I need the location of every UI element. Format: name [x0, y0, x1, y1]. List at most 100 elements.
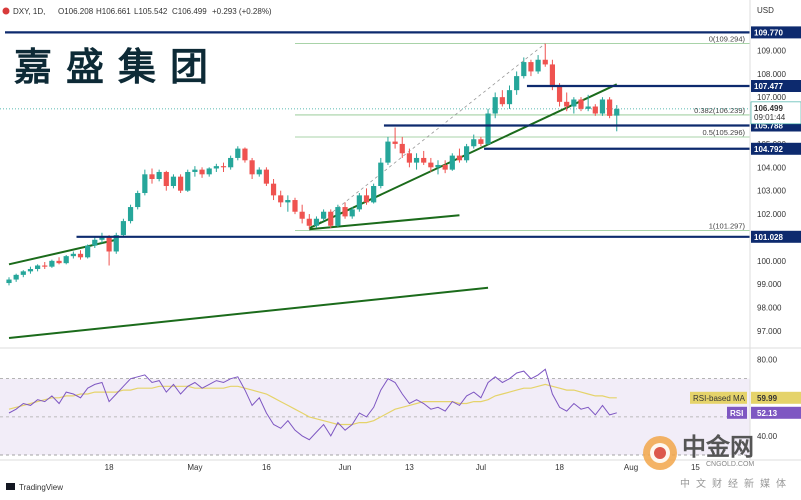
- time-axis-layer: 18 May 16 Jun 13 Jul 18 Aug 15: [105, 463, 701, 472]
- candle-body[interactable]: [607, 99, 613, 116]
- candle-body[interactable]: [20, 271, 26, 275]
- candle-body[interactable]: [528, 62, 534, 72]
- candle-body[interactable]: [542, 59, 548, 65]
- candle-body[interactable]: [135, 193, 141, 208]
- candle-body[interactable]: [63, 256, 69, 264]
- candle-body[interactable]: [342, 207, 348, 217]
- tradingview-logo-icon: [6, 483, 15, 490]
- candle-body[interactable]: [142, 174, 148, 194]
- candle-body[interactable]: [449, 155, 455, 170]
- level-price-tag-label: 107.477: [754, 82, 783, 91]
- candle-body[interactable]: [299, 211, 305, 219]
- candle-body[interactable]: [592, 106, 598, 114]
- time-tick-label: 16: [262, 463, 271, 472]
- candle-body[interactable]: [556, 85, 563, 102]
- candle-body[interactable]: [399, 143, 405, 154]
- candle-body[interactable]: [428, 162, 434, 168]
- candle-body[interactable]: [13, 274, 19, 280]
- candle-body[interactable]: [306, 218, 312, 226]
- candle-body[interactable]: [506, 90, 513, 105]
- candle-body[interactable]: [178, 176, 184, 191]
- candle-body[interactable]: [385, 141, 391, 163]
- candle-body[interactable]: [170, 176, 177, 187]
- candles-layer[interactable]: [6, 43, 620, 286]
- candle-body[interactable]: [163, 171, 169, 187]
- level-price-tag-label: 101.028: [754, 233, 783, 242]
- candle-body[interactable]: [371, 186, 377, 203]
- candle-body[interactable]: [127, 207, 134, 222]
- candle-body[interactable]: [535, 59, 541, 72]
- candle-body[interactable]: [99, 236, 105, 240]
- candle-body[interactable]: [349, 209, 355, 217]
- candle-body[interactable]: [185, 171, 191, 191]
- candle-body[interactable]: [42, 265, 48, 267]
- candle-body[interactable]: [614, 108, 620, 116]
- candle-body[interactable]: [149, 174, 155, 179]
- candle-body[interactable]: [578, 99, 584, 109]
- candle-body[interactable]: [292, 200, 298, 212]
- candle-body[interactable]: [35, 265, 41, 270]
- candle-body[interactable]: [27, 269, 34, 272]
- candle-body[interactable]: [456, 155, 463, 161]
- candle-body[interactable]: [270, 183, 277, 196]
- candle-body[interactable]: [199, 169, 205, 175]
- close-value: C106.499: [172, 7, 207, 16]
- candle-body[interactable]: [335, 207, 341, 226]
- candle-body[interactable]: [106, 236, 112, 252]
- candle-body[interactable]: [56, 260, 62, 264]
- candle-body[interactable]: [249, 160, 255, 175]
- candle-body[interactable]: [421, 157, 427, 163]
- candle-body[interactable]: [92, 239, 98, 246]
- candle-body[interactable]: [571, 99, 577, 107]
- candle-body[interactable]: [585, 106, 591, 109]
- candle-body[interactable]: [435, 164, 441, 168]
- rsi-name-tag: [727, 406, 747, 419]
- tradingview-footer[interactable]: TradingView: [6, 483, 63, 492]
- candle-body[interactable]: [120, 221, 126, 236]
- candle-body[interactable]: [70, 253, 76, 257]
- candle-body[interactable]: [499, 97, 505, 105]
- candle-body[interactable]: [442, 164, 448, 170]
- candle-body[interactable]: [206, 168, 212, 175]
- candle-body[interactable]: [478, 139, 484, 144]
- candle-body[interactable]: [378, 162, 384, 187]
- candle-body[interactable]: [485, 113, 491, 144]
- candle-body[interactable]: [6, 279, 12, 284]
- candle-body[interactable]: [514, 76, 520, 91]
- candle-body[interactable]: [156, 171, 162, 179]
- candle-body[interactable]: [564, 101, 570, 107]
- candle-body[interactable]: [321, 211, 327, 219]
- candle-body[interactable]: [85, 245, 91, 258]
- candle-body[interactable]: [220, 166, 227, 168]
- candle-body[interactable]: [263, 169, 269, 184]
- candle-body[interactable]: [328, 211, 334, 226]
- candle-body[interactable]: [492, 97, 498, 114]
- candle-body[interactable]: [278, 195, 284, 203]
- candle-body[interactable]: [392, 141, 398, 144]
- price-tags-layer: 109.770 107.477 105.788 104.792 101.028 106.4…: [690, 26, 801, 419]
- candle-body[interactable]: [471, 139, 477, 147]
- candle-body[interactable]: [285, 200, 291, 203]
- candle-body[interactable]: [599, 99, 606, 114]
- candle-body[interactable]: [242, 148, 248, 161]
- candle-body[interactable]: [413, 157, 420, 163]
- candle-body[interactable]: [549, 64, 555, 86]
- support-resistance-layer: [5, 31, 750, 238]
- candle-body[interactable]: [77, 253, 84, 258]
- candle-body[interactable]: [363, 195, 370, 203]
- candle-body[interactable]: [406, 153, 412, 163]
- candle-body[interactable]: [49, 260, 55, 267]
- level-price-tag: [751, 142, 801, 155]
- candle-body[interactable]: [313, 218, 320, 226]
- candle-body[interactable]: [356, 195, 362, 210]
- candle-body[interactable]: [228, 157, 234, 168]
- candle-body[interactable]: [464, 146, 470, 161]
- candle-body[interactable]: [192, 169, 198, 172]
- candle-body[interactable]: [113, 235, 119, 252]
- candle-body[interactable]: [235, 148, 241, 158]
- candle-body[interactable]: [521, 62, 527, 77]
- candle-body[interactable]: [256, 169, 262, 175]
- candle-body[interactable]: [213, 166, 219, 169]
- time-tick-label: 15: [691, 463, 700, 472]
